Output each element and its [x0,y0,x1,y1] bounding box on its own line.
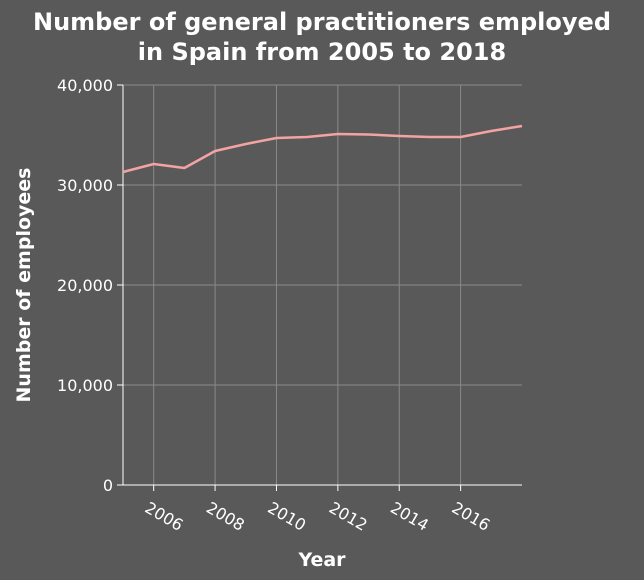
y-tick-label: 10,000 [57,376,113,395]
grid-lines [123,84,522,485]
x-tick-label: 2008 [203,498,248,535]
axes [117,84,522,491]
y-axis-label: Number of employees [13,168,35,403]
chart-title-line-1: Number of general practitioners employed [33,8,611,36]
x-axis-label: Year [297,549,346,571]
y-tick-label: 30,000 [57,176,113,195]
x-tick-label: 2016 [449,498,494,535]
y-tick-label: 20,000 [57,276,113,295]
x-tick-label: 2014 [387,498,432,535]
x-tick-label: 2006 [142,498,187,535]
x-tick-label: 2010 [264,498,309,535]
tick-labels: 0 10,000 20,000 30,000 40,000 2006 2008 2010 201… [57,76,493,535]
series-layer [122,124,523,174]
y-tick-label: 40,000 [57,76,113,95]
y-tick-label: 0 [103,476,113,495]
x-tick-label: 2012 [326,498,371,535]
series-line [122,124,523,174]
chart-title-line-2: in Spain from 2005 to 2018 [138,38,506,66]
